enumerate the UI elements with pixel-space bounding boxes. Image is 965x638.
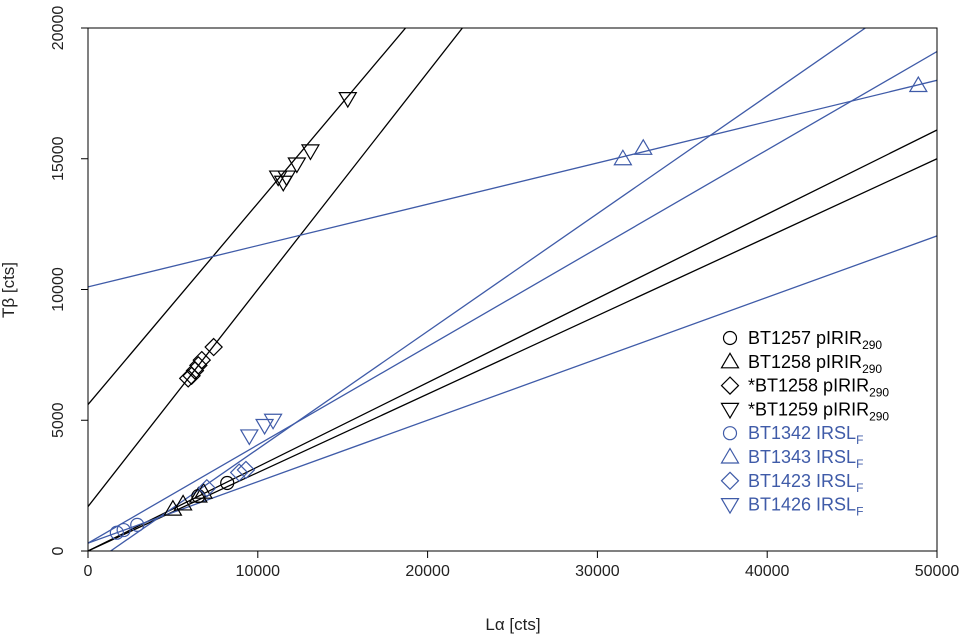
legend-series-name: BT1342 IRSL [748,423,856,443]
data-point-7-1 [255,418,275,436]
data-point-3-3 [287,157,307,174]
regression-line-3 [88,28,464,507]
legend-marker-0 [722,330,738,346]
x-axis-label: Lα [cts] [485,615,540,634]
data-point-1-2 [188,486,208,503]
data-point-3-4 [300,144,320,161]
regression-lines [88,28,937,551]
data-point-1-0 [163,499,183,516]
data-point-4-0 [109,525,124,540]
legend-series-name: BT1343 IRSL [748,447,856,467]
x-tick-label: 0 [84,563,93,580]
regression-line-5 [88,79,937,288]
regression-line-0 [88,158,937,551]
x-tick-label: 20000 [405,563,450,580]
x-tick-label: 30000 [575,563,620,580]
legend-marker-4 [722,426,738,441]
legend-series-name: BT1259 pIRIR [755,399,869,419]
legend-series-name: BT1426 IRSL [748,495,856,515]
data-point-3-2 [277,170,297,187]
legend-marker-1 [720,352,740,369]
legend-label-7: BT1426 IRSLF [748,495,863,519]
data-point-6-0 [197,478,217,498]
legend-label-0: BT1257 pIRIR290 [748,328,882,352]
legend-series-subscript: 290 [869,386,889,400]
legend-marker-2 [720,376,740,395]
data-point-6-2 [236,460,256,480]
legend-star: * [748,376,755,396]
data-point-5-0 [613,149,633,166]
data-point-2-5 [204,337,224,357]
legend-marker-5 [720,447,740,464]
x-tick-label: 50000 [915,563,960,580]
data-point-4-1 [116,522,131,538]
x-axis: 0 10000 20000 30000 40000 50000 [84,551,960,580]
legend-marker-3 [720,402,740,420]
y-tick-label: 5000 [50,402,67,438]
legend-label-1: BT1258 pIRIR290 [748,352,882,376]
legend-label-6: BT1423 IRSLF [748,471,863,495]
x-tick-label: 10000 [236,563,281,580]
data-point-4-2 [130,517,145,532]
legend-series-subscript: F [856,481,863,495]
legend-label-3: *BT1259 pIRIR290 [748,399,889,423]
data-point-5-2 [908,75,928,93]
legend-marker-6 [720,471,740,491]
legend-series-name: BT1423 IRSL [748,471,856,491]
data-point-1-1 [173,494,193,511]
legend-series-subscript: 290 [862,338,882,352]
y-axis-label: Tβ [cts] [0,262,18,318]
legend-label-5: BT1343 IRSLF [748,447,863,471]
regression-line-7 [109,28,867,551]
data-point-0-1 [220,475,235,491]
y-tick-label: 20000 [50,6,67,51]
y-tick-label: 10000 [50,267,67,312]
data-point-7-2 [263,413,283,430]
legend-series-subscript: F [856,457,863,471]
regression-line-2 [88,28,407,405]
data-point-5-1 [633,138,653,155]
legend-label-4: BT1342 IRSLF [748,423,863,447]
data-point-3-5 [338,92,358,109]
legend-series-name: BT1258 pIRIR [755,376,869,396]
legend-series-subscript: F [856,505,863,519]
legend-series-subscript: 290 [862,362,882,376]
legend-series-subscript: 290 [869,409,889,423]
y-tick-label: 0 [50,546,67,555]
regression-line-6 [88,50,937,544]
legend-series-name: BT1257 pIRIR [748,328,862,348]
y-tick-label: 15000 [50,136,67,181]
regression-line-4 [88,235,937,544]
data-point-2-3 [189,355,208,375]
data-point-2-4 [192,350,212,370]
legend-series-name: BT1258 pIRIR [748,352,862,372]
data-point-7-0 [239,429,259,446]
data-point-6-1 [229,463,249,482]
y-axis: 0 5000 10000 15000 20000 [50,6,88,555]
data-point-1-3 [193,482,214,499]
legend-series-subscript: F [856,433,863,447]
x-tick-label: 40000 [745,563,790,580]
data-points [109,75,928,540]
legend-marker-7 [720,498,740,515]
legend-label-2: *BT1258 pIRIR290 [748,376,889,400]
legend-star: * [748,399,755,419]
regression-line-1 [88,129,937,551]
